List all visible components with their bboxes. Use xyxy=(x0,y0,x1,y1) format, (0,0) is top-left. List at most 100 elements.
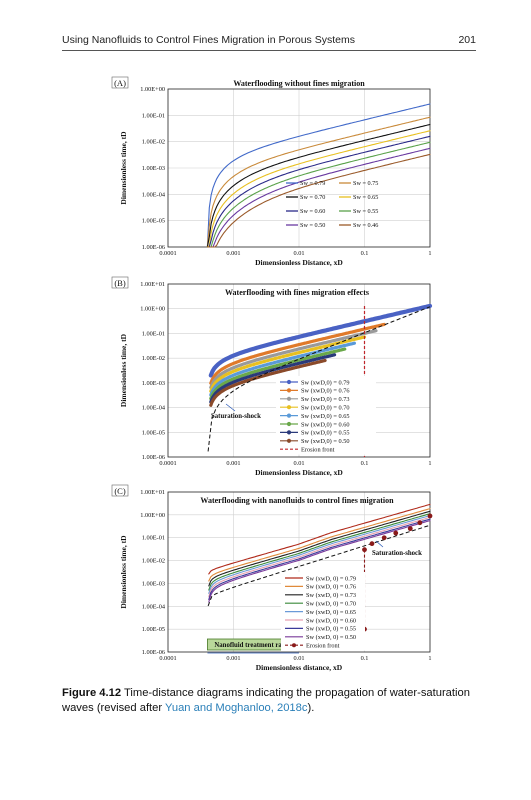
legend-label: Sw = 0.70 xyxy=(300,194,325,201)
caption-end: ). xyxy=(307,702,315,714)
y-tick-label: 1.00E+01 xyxy=(140,281,165,288)
y-tick-label: 1.00E-05 xyxy=(142,218,165,225)
panel-label: (C) xyxy=(114,486,126,496)
series-line xyxy=(206,141,431,248)
series-line xyxy=(208,510,431,587)
x-tick-label: 0.01 xyxy=(293,655,304,662)
legend-label: Sw (xwD,0) = 0.50 xyxy=(301,438,350,445)
legend-label: Sw (xwD,0) = 0.73 xyxy=(301,396,350,403)
erosion-front-point xyxy=(362,547,367,553)
panel-label-box xyxy=(111,484,129,497)
legend-label: Sw = 0.60 xyxy=(300,208,325,215)
figure-caption: Figure 4.12 Time-distance diagrams indic… xyxy=(62,686,476,716)
x-tick-label: 0.0001 xyxy=(159,460,176,467)
y-tick-label: 1.00E-04 xyxy=(142,191,166,198)
x-tick-label: 0.001 xyxy=(226,460,240,467)
chart-title: Waterflooding without fines migration xyxy=(233,79,365,88)
y-axis-label: Dimensionless time, tD xyxy=(119,535,128,609)
legend-label: Sw (xwD, 0) = 0.55 xyxy=(306,626,356,633)
plot-frame xyxy=(167,491,431,653)
x-tick-label: 0.01 xyxy=(293,250,304,257)
y-axis-label: Dimensionless time, tD xyxy=(119,131,128,205)
series-line xyxy=(206,103,431,248)
legend-label: Sw = 0.65 xyxy=(353,194,378,201)
series-line xyxy=(208,503,431,575)
saturation-shock-line xyxy=(207,524,431,607)
annotation-saturation-shock: Saturation-shock xyxy=(211,413,261,420)
x-tick-label: 0.1 xyxy=(361,250,369,257)
legend-label: Sw (xwD, 0) = 0.79 xyxy=(306,575,356,582)
x-axis-label: Dimensionless Distance, xD xyxy=(255,468,343,477)
x-tick-label: 0.001 xyxy=(226,250,240,257)
plot-frame xyxy=(167,283,431,458)
y-tick-label: 1.00E-06 xyxy=(142,649,165,656)
legend-label: Sw = 0.75 xyxy=(353,180,378,187)
y-tick-label: 1.00E+00 xyxy=(140,512,165,519)
caption-label: Figure 4.12 xyxy=(62,687,122,699)
y-tick-label: 1.00E-01 xyxy=(142,535,165,542)
y-tick-label: 1.00E-02 xyxy=(142,355,165,362)
legend: Sw (xwD, 0) = 0.79 Sw (xwD, 0) = 0.76 Sw (… xyxy=(281,572,365,651)
running-header-title: Using Nanofluids to Control Fines Migrat… xyxy=(62,34,355,46)
erosion-front-point xyxy=(381,535,387,541)
legend-label: Sw (xwD, 0) = 0.50 xyxy=(306,634,356,641)
series-line xyxy=(208,520,431,603)
legend-label: Sw (xwD,0) = 0.60 xyxy=(301,421,350,428)
series-line xyxy=(209,347,347,401)
page-number: 201 xyxy=(458,34,476,46)
legend-label: Sw (xwD, 0) = 0.76 xyxy=(306,584,356,591)
annotation-arrow xyxy=(375,540,384,548)
caption-text: Time-distance diagrams indicating the pr… xyxy=(62,687,470,714)
legend-label: Sw (xwD,0) = 0.79 xyxy=(301,379,350,386)
erosion-front-point xyxy=(427,513,433,519)
caption-citation-link[interactable]: Yuan and Moghanloo, 2018c xyxy=(165,702,308,714)
series-line xyxy=(209,329,378,390)
series-line xyxy=(206,153,431,248)
y-tick-label: 1.00E-03 xyxy=(142,580,165,587)
legend-marker xyxy=(286,430,292,435)
plot-frame xyxy=(167,88,431,248)
legend-label: Sw = 0.55 xyxy=(353,208,378,215)
legend-label: Sw = 0.46 xyxy=(353,222,378,229)
x-tick-label: 1 xyxy=(428,250,431,257)
legend-label: Sw = 0.79 xyxy=(300,180,325,187)
x-tick-label: 0.0001 xyxy=(159,250,176,257)
y-tick-label: 1.00E-02 xyxy=(142,558,165,565)
panel-label-box xyxy=(111,276,129,289)
x-tick-label: 0.1 xyxy=(361,460,369,467)
legend-marker xyxy=(286,388,292,393)
annotation-arrow xyxy=(225,403,236,412)
y-tick-label: 1.00E-05 xyxy=(142,626,165,633)
series-line xyxy=(208,516,431,598)
erosion-front-point xyxy=(407,526,413,532)
series-line xyxy=(206,116,431,248)
erosion-front-point xyxy=(417,520,423,526)
y-tick-label: 1.00E-04 xyxy=(142,603,166,610)
series-line xyxy=(208,508,431,582)
y-tick-label: 1.00E+00 xyxy=(140,306,165,313)
treatment-range-label: Nanofluid treatment range xyxy=(214,642,292,649)
x-tick-label: 0.01 xyxy=(293,460,304,467)
y-tick-label: 1.00E-04 xyxy=(142,405,166,412)
series-line xyxy=(206,130,431,248)
legend-label: Erosion front xyxy=(301,447,335,454)
series-line xyxy=(206,123,431,248)
panel-label-box xyxy=(111,76,129,89)
series-line xyxy=(209,322,386,385)
series-line xyxy=(208,513,431,591)
series-line xyxy=(208,303,433,378)
y-tick-label: 1.00E-01 xyxy=(142,330,165,337)
x-axis-label: Dimensionless Distance, xD xyxy=(255,258,343,267)
legend-marker xyxy=(292,643,296,648)
chart-panel-3: (C) 0.0001 0.001 0.01 0.1 1 1.00E-06 1.00E-05 1.… xyxy=(111,484,433,672)
y-tick-label: 1.00E-01 xyxy=(142,112,165,119)
y-tick-label: 1.00E+01 xyxy=(140,489,165,496)
legend: Sw = 0.79 Sw = 0.75 Sw = 0.70 Sw = 0.65 Sw =… xyxy=(286,180,378,229)
series-line xyxy=(206,147,431,248)
x-tick-label: 0.001 xyxy=(226,655,240,662)
legend-label: Sw (xwD, 0) = 0.65 xyxy=(306,609,356,616)
figure: (A) 0.0001 0.001 0.01 0.1 1 1.00E-06 1.00E-05 1.… xyxy=(111,76,433,672)
legend-label: Sw (xwD,0) = 0.55 xyxy=(301,430,350,437)
y-tick-label: 1.00E-03 xyxy=(142,165,165,172)
